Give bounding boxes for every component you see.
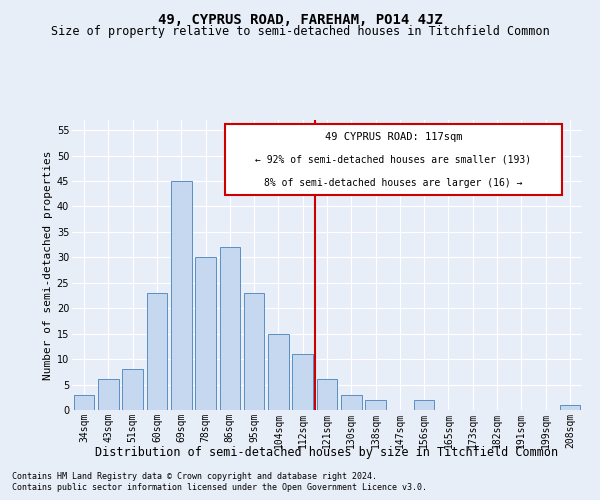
Text: 49 CYPRUS ROAD: 117sqm: 49 CYPRUS ROAD: 117sqm [325, 132, 462, 142]
Bar [341, 394, 362, 410]
Text: 49, CYPRUS ROAD, FAREHAM, PO14 4JZ: 49, CYPRUS ROAD, FAREHAM, PO14 4JZ [158, 12, 442, 26]
Bar [74, 394, 94, 410]
Bar [292, 354, 313, 410]
Text: 8% of semi-detached houses are larger (16) →: 8% of semi-detached houses are larger (1… [264, 178, 523, 188]
Bar [220, 247, 240, 410]
Bar [171, 181, 191, 410]
Text: Contains HM Land Registry data © Crown copyright and database right 2024.: Contains HM Land Registry data © Crown c… [12, 472, 377, 481]
Bar [268, 334, 289, 410]
Bar [146, 293, 167, 410]
Bar [317, 380, 337, 410]
Bar [98, 380, 119, 410]
FancyBboxPatch shape [225, 124, 562, 196]
Bar [244, 293, 265, 410]
Bar [122, 370, 143, 410]
Bar [195, 258, 216, 410]
Text: ← 92% of semi-detached houses are smaller (193): ← 92% of semi-detached houses are smalle… [255, 155, 532, 165]
Bar [365, 400, 386, 410]
Bar [414, 400, 434, 410]
Text: Size of property relative to semi-detached houses in Titchfield Common: Size of property relative to semi-detach… [50, 25, 550, 38]
Text: Contains public sector information licensed under the Open Government Licence v3: Contains public sector information licen… [12, 484, 427, 492]
Text: Distribution of semi-detached houses by size in Titchfield Common: Distribution of semi-detached houses by … [95, 446, 559, 459]
Bar [560, 405, 580, 410]
Y-axis label: Number of semi-detached properties: Number of semi-detached properties [43, 150, 53, 380]
